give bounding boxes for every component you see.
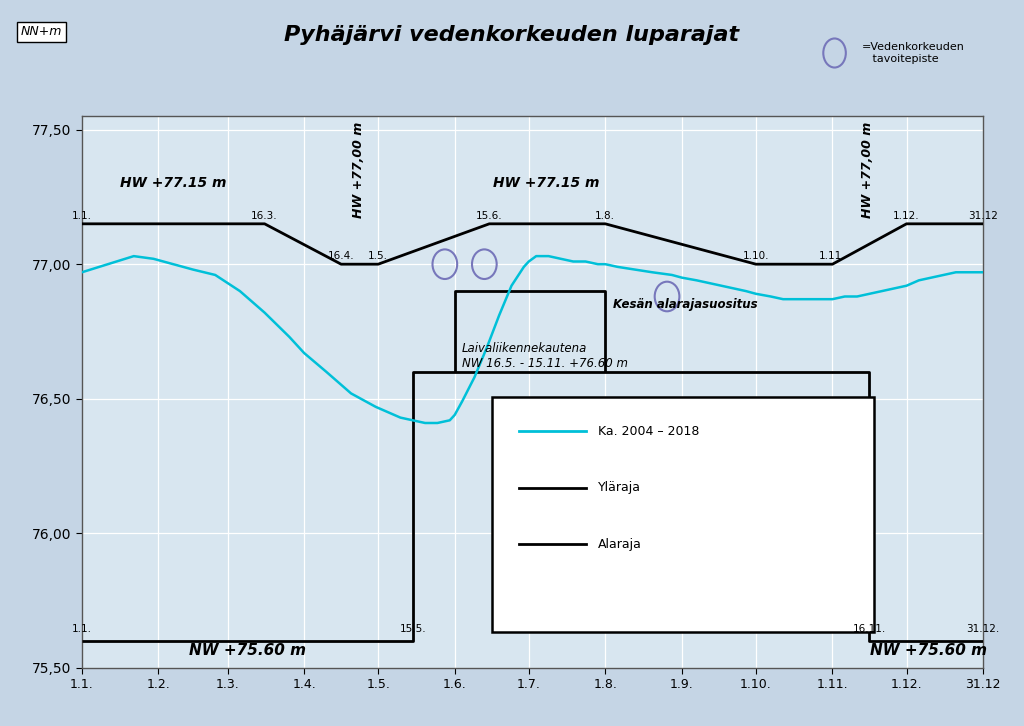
Text: Laivaliikennekautena
NW 16.5. - 15.11. +76.60 m: Laivaliikennekautena NW 16.5. - 15.11. +… (462, 342, 628, 370)
Text: 1.1.: 1.1. (72, 624, 92, 635)
Text: 16.4.: 16.4. (328, 251, 354, 261)
Text: HW +77,00 m: HW +77,00 m (860, 121, 873, 218)
Text: 1.1.: 1.1. (72, 211, 92, 221)
Text: 1.12.: 1.12. (893, 211, 920, 221)
Text: Yläraja: Yläraja (598, 481, 641, 494)
Text: =Vedenkorkeuden
   tavoitepiste: =Vedenkorkeuden tavoitepiste (862, 42, 965, 64)
Text: NW +75.60 m: NW +75.60 m (870, 643, 987, 658)
Text: 1.5.: 1.5. (369, 251, 388, 261)
Text: HW +77.15 m: HW +77.15 m (493, 176, 599, 190)
Text: 1.10.: 1.10. (742, 251, 769, 261)
Text: NW +75.60 m: NW +75.60 m (188, 643, 306, 658)
Text: Kesän alarajasuositus: Kesän alarajasuositus (612, 298, 758, 311)
Text: Ka. 2004 – 2018: Ka. 2004 – 2018 (598, 425, 699, 438)
Text: 16.3.: 16.3. (251, 211, 278, 221)
Text: 31.12: 31.12 (968, 211, 998, 221)
Text: 15.5.: 15.5. (399, 624, 426, 635)
Text: 1.8.: 1.8. (595, 211, 615, 221)
Text: 31.12.: 31.12. (967, 624, 999, 635)
Text: NN+m: NN+m (20, 25, 61, 38)
Text: HW +77.15 m: HW +77.15 m (120, 176, 226, 190)
Bar (492, 397, 874, 632)
Text: Pyhäjärvi vedenkorkeuden luparajat: Pyhäjärvi vedenkorkeuden luparajat (285, 25, 739, 46)
Text: HW +77,00 m: HW +77,00 m (352, 121, 365, 218)
Text: Alaraja: Alaraja (598, 538, 642, 550)
Text: 15.6.: 15.6. (476, 211, 503, 221)
Text: 1.11.: 1.11. (819, 251, 846, 261)
Text: 16.11.: 16.11. (853, 624, 886, 635)
